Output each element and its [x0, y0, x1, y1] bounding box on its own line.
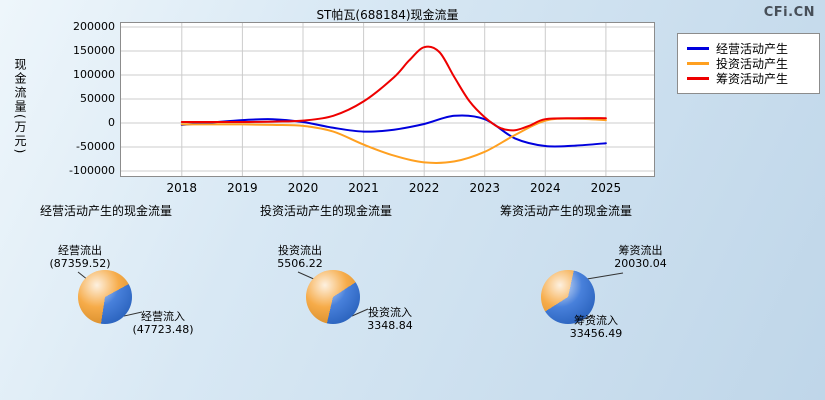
y-tick-label: 200000	[73, 20, 115, 33]
leader-lines	[77, 271, 143, 317]
pie-section-operating: 经营活动产生的现金流量 经营流出 (87359.52) 经营流入 (47723.…	[28, 198, 263, 363]
pie-label-investing-inflow: 投资流入 3348.84	[340, 306, 440, 332]
outflow-label: 经营流出	[58, 244, 102, 257]
y-tick-label: 100000	[73, 68, 115, 81]
section-header-operating: 经营活动产生的现金流量	[40, 204, 173, 218]
x-tick-label: 2021	[348, 181, 379, 195]
x-tick-label: 2023	[469, 181, 500, 195]
outflow-value: 5506.22	[277, 257, 323, 270]
y-axis-ticks: 200000 150000 100000 50000 0 -50000 -100000	[62, 0, 115, 200]
investing-line-swatch	[687, 62, 709, 65]
legend-label-financing: 筹资活动产生	[716, 72, 789, 86]
line-chart-canvas	[120, 22, 655, 177]
pie-gloss	[78, 270, 132, 324]
pie-label-financing-outflow: 筹资流出 20030.04	[588, 244, 693, 270]
legend-label-investing: 投资活动产生	[716, 57, 789, 71]
operating-line-swatch	[687, 47, 709, 50]
y-tick-label: 50000	[80, 92, 115, 105]
pie-chart-operating	[78, 270, 132, 324]
outflow-label: 筹资流出	[618, 244, 663, 257]
y-axis-title: 现金流量(万元)	[13, 58, 27, 156]
chart-title: ST帕瓦(688184)现金流量	[316, 8, 459, 22]
pie-gloss	[541, 270, 595, 324]
section-header-investing: 投资活动产生的现金流量	[260, 204, 393, 218]
inflow-label: 投资流入	[368, 306, 412, 319]
inflow-value: 33456.49	[569, 327, 623, 340]
section-header-financing: 筹资活动产生的现金流量	[500, 204, 633, 218]
legend-item-operating: 经营活动产生	[687, 41, 810, 56]
pie-label-operating-outflow: 经营流出 (87359.52)	[30, 244, 130, 270]
leader-lines	[297, 271, 369, 317]
pie-label-financing-inflow: 筹资流入 33456.49	[546, 314, 646, 340]
y-tick-label: 150000	[73, 44, 115, 57]
pie-section-investing: 投资活动产生的现金流量 投资流出 5506.22 投资流入 3348.84	[248, 198, 488, 363]
legend: 经营活动产生 投资活动产生 筹资活动产生	[677, 33, 820, 94]
pie-chart-investing	[306, 270, 360, 324]
outflow-value: 20030.04	[614, 257, 667, 270]
line-chart-plot	[120, 22, 655, 177]
y-tick-label: 0	[108, 116, 115, 129]
y-tick-label: -100000	[69, 164, 115, 177]
inflow-value: (47723.48)	[132, 323, 194, 336]
x-tick-label: 2018	[166, 181, 198, 195]
inflow-value: 3348.84	[367, 319, 413, 332]
cfi-logo: CFi.CN	[763, 5, 815, 20]
inflow-label: 筹资流入	[574, 314, 618, 327]
x-tick-label: 2019	[227, 181, 258, 195]
legend-label-operating: 经营活动产生	[716, 42, 789, 56]
pie-label-operating-inflow: 经营流入 (47723.48)	[113, 310, 213, 336]
x-tick-label: 2022	[408, 181, 440, 195]
pie-chart-financing	[541, 270, 595, 324]
x-tick-label: 2020	[287, 181, 319, 195]
x-tick-label: 2025	[590, 181, 622, 195]
legend-item-financing: 筹资活动产生	[687, 71, 810, 86]
x-tick-label: 2024	[530, 181, 561, 195]
inflow-label: 经营流入	[141, 310, 185, 323]
financing-line-swatch	[687, 77, 709, 80]
pie-section-financing: 筹资活动产生的现金流量 筹资流出 20030.04 筹资流入 33456.49	[488, 198, 738, 363]
y-tick-label: -50000	[76, 140, 115, 153]
pie-label-investing-outflow: 投资流出 5506.22	[250, 244, 350, 270]
legend-item-investing: 投资活动产生	[687, 56, 810, 71]
outflow-value: (87359.52)	[49, 257, 111, 270]
pie-gloss	[306, 270, 360, 324]
outflow-label: 投资流出	[278, 244, 322, 257]
